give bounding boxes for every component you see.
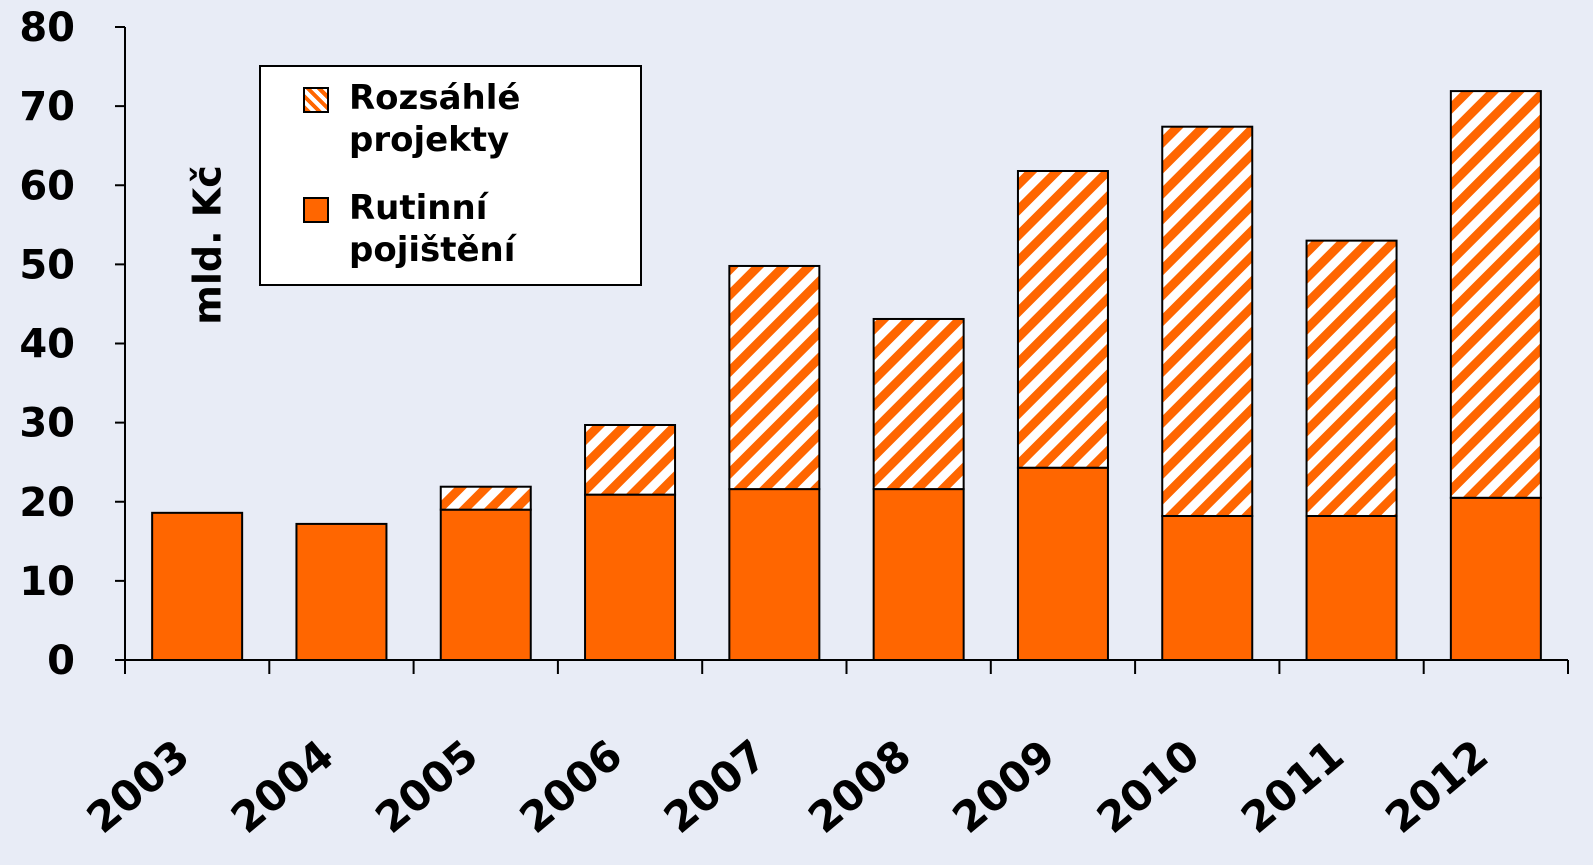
- y-tick-label: 20: [19, 480, 75, 526]
- bar-segment: [1016, 170, 1109, 469]
- bar-segment: [728, 488, 821, 661]
- bar-segment: [295, 522, 388, 662]
- bar-segment: [1161, 514, 1254, 661]
- legend-label: Rutinní pojištění: [349, 188, 516, 270]
- y-tick-label: 50: [19, 242, 75, 288]
- legend-item: Rutinní pojištění: [303, 187, 539, 271]
- bar-segment: [1305, 514, 1398, 661]
- x-tick-label: 2003: [78, 730, 199, 843]
- bar-segment: [1305, 239, 1398, 517]
- bar-segment: [1016, 466, 1109, 661]
- y-tick-label: 30: [19, 401, 75, 447]
- bar-segment: [439, 508, 532, 661]
- bar-segment: [584, 423, 677, 496]
- x-tick-label: 2007: [655, 730, 776, 843]
- y-tick-label: 40: [19, 322, 75, 368]
- x-tick-label: 2012: [1376, 730, 1497, 843]
- x-tick-label: 2008: [799, 730, 920, 843]
- x-tick-label: 2005: [366, 730, 487, 843]
- legend-swatch: [303, 87, 329, 113]
- y-tick-label: 60: [19, 163, 75, 209]
- legend-item: Rozsáhlé projekty: [303, 77, 539, 161]
- y-axis-label: mld. Kč: [186, 165, 230, 324]
- bar-segment: [439, 485, 532, 511]
- bar-segment: [872, 317, 965, 491]
- bar-segment: [151, 511, 244, 662]
- bar-segment: [584, 493, 677, 661]
- x-tick-label: 2006: [510, 730, 631, 843]
- bar-segment: [1449, 496, 1542, 662]
- bar-segment: [1161, 125, 1254, 517]
- x-tick-label: 2010: [1088, 730, 1209, 843]
- y-tick-label: 80: [19, 5, 75, 51]
- x-tick-label: 2011: [1232, 730, 1353, 843]
- bar-segment: [872, 488, 965, 661]
- x-tick-label: 2004: [222, 730, 343, 843]
- bar-segment: [728, 264, 821, 491]
- bar-segment: [1449, 90, 1542, 499]
- y-tick-label: 0: [47, 638, 75, 684]
- legend-swatch: [303, 197, 329, 223]
- y-tick-label: 10: [19, 559, 75, 605]
- legend-label: Rozsáhlé projekty: [349, 78, 521, 160]
- x-tick-label: 2009: [943, 730, 1064, 843]
- y-tick-label: 70: [19, 84, 75, 130]
- legend: Rozsáhlé projekty Rutinní pojištění: [259, 65, 642, 286]
